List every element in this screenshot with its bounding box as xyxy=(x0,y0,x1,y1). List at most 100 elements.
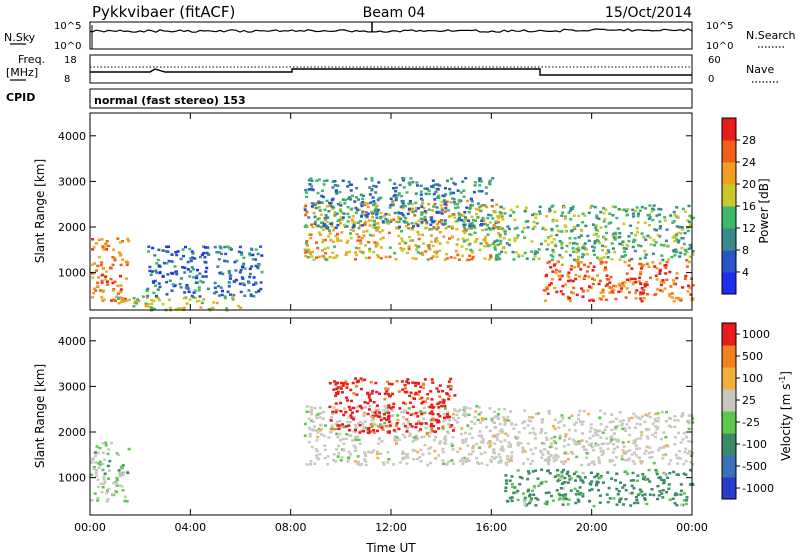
power-echo-cell xyxy=(653,228,657,231)
power-echo-cell xyxy=(438,211,442,214)
power-colorbar-segment xyxy=(722,162,736,185)
velocity-echo-cell xyxy=(490,420,494,423)
power-echo-cell xyxy=(405,221,409,224)
velocity-echo-cell xyxy=(655,472,659,476)
power-echo-cell xyxy=(414,209,418,213)
velocity-echo-cell xyxy=(398,438,402,441)
velocity-echo-cell xyxy=(587,443,591,446)
velocity-echo-cell xyxy=(121,473,125,477)
power-echo-cell xyxy=(194,296,198,299)
power-echo-cell xyxy=(449,191,453,194)
power-colorbar-segment xyxy=(722,118,736,141)
velocity-echo-cell xyxy=(371,410,375,414)
velocity-echo-cell xyxy=(380,424,384,428)
velocity-echo-cell xyxy=(364,453,368,456)
power-echo-cell xyxy=(445,257,449,260)
power-echo-cell xyxy=(614,297,618,301)
velocity-echo-cell xyxy=(120,466,124,470)
power-echo-cell xyxy=(430,227,434,231)
power-echo-cell xyxy=(402,186,406,189)
power-echo-cell xyxy=(591,223,595,226)
velocity-echo-cell xyxy=(342,449,346,452)
velocity-echo-cell xyxy=(660,478,664,482)
power-echo-cell xyxy=(468,254,472,257)
power-echo-cell xyxy=(228,274,232,277)
velocity-echo-cell xyxy=(657,449,661,452)
power-echo-cell xyxy=(319,233,322,236)
velocity-echo-cell xyxy=(645,435,649,438)
power-echo-cell xyxy=(679,297,683,301)
power-echo-cell xyxy=(454,206,457,210)
velocity-echo-cell xyxy=(437,427,441,430)
power-echo-cell xyxy=(532,258,536,261)
power-echo-cell xyxy=(444,187,447,190)
velocity-echo-cell xyxy=(383,404,387,408)
velocity-echo-cell xyxy=(589,471,593,474)
power-echo-cell xyxy=(320,201,324,204)
velocity-echo-cell xyxy=(612,497,616,500)
power-echo-cell xyxy=(513,218,517,222)
velocity-echo-cell xyxy=(630,453,634,456)
velocity-echo-cell xyxy=(309,460,313,463)
velocity-echo-cell xyxy=(464,413,468,416)
power-echo-cell xyxy=(566,279,570,283)
power-echo-cell xyxy=(659,208,663,211)
velocity-echo-cell xyxy=(543,502,547,505)
power-echo-cell xyxy=(192,296,196,299)
power-echo-cell xyxy=(239,306,243,309)
velocity-echo-cell xyxy=(493,421,496,424)
power-echo-cell xyxy=(361,197,365,201)
power-echo-cell xyxy=(655,278,659,281)
velocity-echo-cell xyxy=(579,420,583,423)
velocity-echo-cell xyxy=(94,461,98,464)
power-echo-cell xyxy=(254,282,258,285)
power-echo-cell xyxy=(599,210,603,214)
velocity-echo-cell xyxy=(664,453,667,456)
velocity-echo-cell xyxy=(338,432,342,436)
power-echo-cell xyxy=(351,226,355,229)
velocity-echo-cell xyxy=(619,481,623,484)
power-echo-cell xyxy=(459,213,463,217)
velocity-echo-cell xyxy=(408,401,412,404)
velocity-echo-cell xyxy=(556,469,560,472)
power-echo-cell xyxy=(430,216,434,219)
power-echo-cell xyxy=(440,207,444,210)
power-echo-cell xyxy=(613,238,617,241)
power-echo-cell xyxy=(560,246,564,250)
velocity-echo-cell xyxy=(691,417,695,420)
power-echo-cell xyxy=(110,299,114,302)
velocity-echo-cell xyxy=(550,494,553,498)
velocity-echo-cell xyxy=(483,451,487,454)
power-echo-cell xyxy=(612,284,616,288)
velocity-echo-cell xyxy=(635,437,639,441)
power-echo-cell xyxy=(594,228,598,231)
velocity-echo-cell xyxy=(608,497,612,500)
power-echo-cell xyxy=(435,255,439,258)
velocity-echo-cell xyxy=(121,464,125,467)
velocity-echo-cell xyxy=(555,489,559,492)
power-echo-cell xyxy=(335,212,339,215)
power-echo-cell xyxy=(436,188,440,191)
velocity-echo-cell xyxy=(521,446,525,449)
velocity-echo-cell xyxy=(563,480,567,484)
velocity-echo-cell xyxy=(624,458,628,462)
velocity-echo-cell xyxy=(331,427,335,431)
velocity-echo-cell xyxy=(372,449,376,452)
power-echo-cell xyxy=(546,261,550,264)
power-echo-cell xyxy=(304,213,308,217)
velocity-echo-cell xyxy=(558,434,562,438)
power-echo-cell xyxy=(310,205,314,208)
power-colorbar-tick-label: 16 xyxy=(742,200,756,213)
velocity-echo-cell xyxy=(445,415,449,419)
velocity-echo-cell xyxy=(566,503,570,506)
velocity-echo-cell xyxy=(407,420,410,424)
power-echo-cell xyxy=(498,226,502,229)
power-echo-cell xyxy=(338,201,342,204)
velocity-echo-cell xyxy=(321,417,325,420)
power-echo-cell xyxy=(324,224,328,228)
power-echo-cell xyxy=(395,227,399,230)
velocity-echo-cell xyxy=(431,406,435,409)
velocity-echo-cell xyxy=(370,419,374,422)
power-echo-cell xyxy=(691,250,695,253)
velocity-echo-cell xyxy=(562,462,566,466)
